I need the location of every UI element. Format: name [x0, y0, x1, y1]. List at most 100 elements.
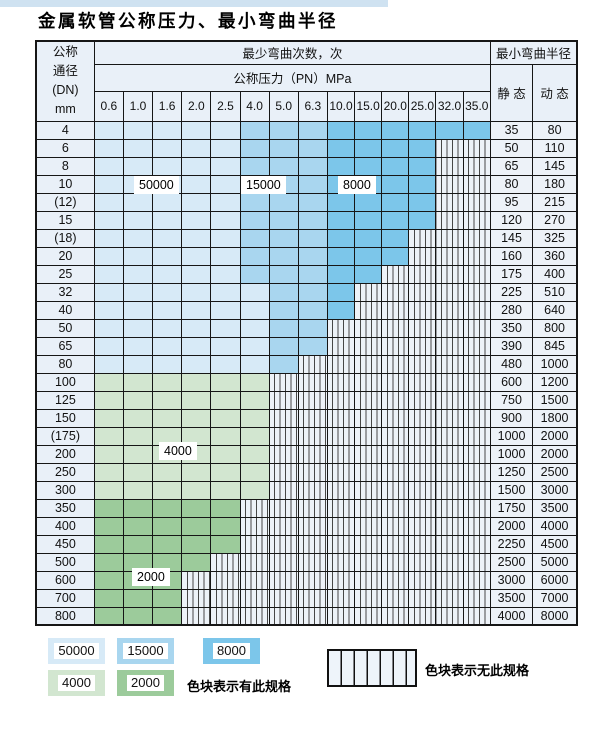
spec-cell-8000 [435, 120, 464, 140]
spec-cell-2000 [122, 606, 154, 626]
header-min-bend-cycles: 最少弯曲次数，次 [93, 40, 491, 65]
spec-cell-8000 [408, 138, 437, 158]
spec-cell-no-spec-hatched [462, 300, 491, 320]
spec-cell-2000 [122, 516, 154, 536]
spec-cell-no-spec-hatched [462, 408, 491, 428]
dn-cell: (175) [35, 426, 95, 446]
spec-cell-8000 [354, 264, 383, 284]
table-row: (12) 95 215 [35, 192, 578, 212]
legend-swatch-8000: 8000 [203, 638, 260, 664]
spec-cell-4000 [93, 408, 124, 428]
spec-cell-no-spec-hatched [462, 156, 491, 176]
spec-cell-no-spec-hatched [408, 516, 437, 536]
spec-cell-no-spec-hatched [381, 534, 410, 554]
spec-cell-50000 [152, 228, 183, 248]
spec-cell-no-spec-hatched [408, 228, 437, 248]
spec-cell-no-spec-hatched [462, 318, 491, 338]
spec-cell-8000 [326, 246, 356, 266]
spec-cell-no-spec-hatched [462, 192, 491, 212]
spec-cell-50000 [210, 120, 241, 140]
spec-cell-no-spec-hatched [408, 498, 437, 518]
dynamic-radius-cell: 80 [532, 120, 578, 140]
spec-cell-4000 [93, 462, 124, 482]
dynamic-radius-cell: 325 [532, 228, 578, 248]
table-row: 80 480 1000 [35, 354, 578, 374]
pressure-header-cell: 2.0 [181, 90, 212, 122]
dynamic-radius-cell: 2500 [532, 462, 578, 482]
dynamic-radius-cell: 145 [532, 156, 578, 176]
spec-cell-4000 [239, 480, 270, 500]
spec-cell-50000 [181, 138, 212, 158]
spec-cell-no-spec-hatched [297, 570, 328, 590]
spec-cell-4000 [239, 408, 270, 428]
spec-cell-50000 [152, 156, 183, 176]
spec-cell-no-spec-hatched [381, 264, 410, 284]
spec-cell-no-spec-hatched [326, 426, 356, 446]
dn-cell: 700 [35, 588, 95, 608]
static-radius-cell: 175 [489, 264, 534, 284]
spec-cell-no-spec-hatched [462, 480, 491, 500]
spec-cell-no-spec-hatched [326, 444, 356, 464]
spec-cell-15000 [297, 138, 328, 158]
spec-cell-no-spec-hatched [268, 516, 299, 536]
spec-cell-no-spec-hatched [268, 570, 299, 590]
spec-cell-8000 [381, 192, 410, 212]
spec-cell-no-spec-hatched [381, 408, 410, 428]
spec-cell-no-spec-hatched [462, 570, 491, 590]
spec-cell-15000 [297, 282, 328, 302]
pressure-header-cell: 5.0 [268, 90, 299, 122]
spec-cell-15000 [268, 228, 299, 248]
dynamic-radius-cell: 180 [532, 174, 578, 194]
spec-cell-no-spec-hatched [408, 408, 437, 428]
spec-cell-15000 [297, 264, 328, 284]
spec-cell-4000 [152, 462, 183, 482]
spec-cell-8000 [462, 120, 491, 140]
spec-cell-8000 [354, 120, 383, 140]
spec-cell-no-spec-hatched [268, 606, 299, 626]
spec-cell-no-spec-hatched [239, 588, 270, 608]
spec-cell-8000 [408, 192, 437, 212]
spec-cell-15000 [297, 228, 328, 248]
spec-cell-no-spec-hatched [435, 336, 464, 356]
table-row: 800 4000 8000 [35, 606, 578, 626]
spec-cell-no-spec-hatched [462, 246, 491, 266]
spec-cell-4000 [122, 390, 154, 410]
dynamic-radius-cell: 8000 [532, 606, 578, 626]
legend-swatch-4000-value: 4000 [58, 675, 95, 691]
spec-cell-50000 [93, 210, 124, 230]
spec-cell-50000 [93, 156, 124, 176]
spec-cell-no-spec-hatched [381, 570, 410, 590]
spec-cell-15000 [268, 192, 299, 212]
spec-cell-50000 [181, 336, 212, 356]
static-radius-cell: 2000 [489, 516, 534, 536]
dn-line-3: (DN) [52, 83, 79, 98]
static-radius-cell: 900 [489, 408, 534, 428]
spec-cell-4000 [239, 462, 270, 482]
spec-cell-8000 [354, 138, 383, 158]
spec-cell-no-spec-hatched [462, 516, 491, 536]
spec-cell-no-spec-hatched [268, 372, 299, 392]
spec-cell-50000 [239, 354, 270, 374]
table-row: 10 80 180 [35, 174, 578, 194]
legend-swatch-8000-value: 8000 [213, 643, 250, 659]
spec-cell-15000 [268, 300, 299, 320]
dn-cell: 8 [35, 156, 95, 176]
dn-cell: 50 [35, 318, 95, 338]
static-radius-cell: 50 [489, 138, 534, 158]
spec-cell-4000 [93, 372, 124, 392]
dynamic-radius-cell: 640 [532, 300, 578, 320]
spec-cell-no-spec-hatched [435, 282, 464, 302]
spec-cell-no-spec-hatched [297, 588, 328, 608]
spec-cell-4000 [181, 462, 212, 482]
spec-cell-50000 [181, 318, 212, 338]
spec-cell-no-spec-hatched [462, 264, 491, 284]
spec-cell-no-spec-hatched [408, 588, 437, 608]
spec-cell-50000 [181, 246, 212, 266]
spec-cell-no-spec-hatched [354, 372, 383, 392]
spec-cell-50000 [122, 282, 154, 302]
spec-cell-no-spec-hatched [268, 426, 299, 446]
spec-cell-2000 [210, 498, 241, 518]
pressure-header-cell: 1.0 [122, 90, 154, 122]
spec-cell-8000 [408, 120, 437, 140]
dynamic-radius-cell: 5000 [532, 552, 578, 572]
